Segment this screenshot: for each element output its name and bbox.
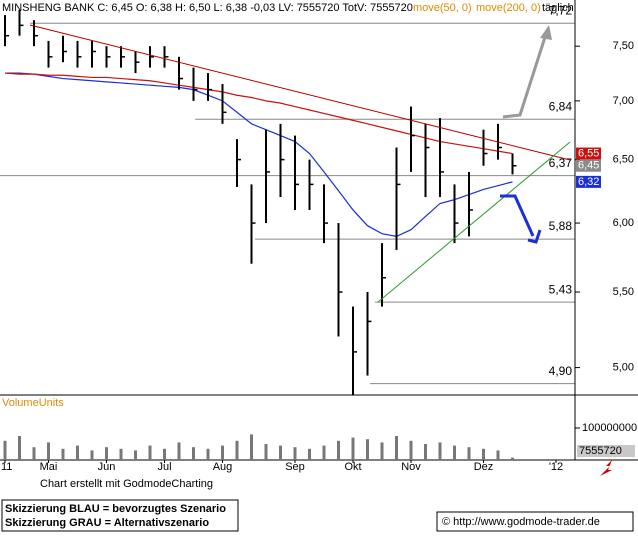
scenario-blue bbox=[500, 194, 535, 237]
credit: Chart erstellt mit GodmodeCharting bbox=[40, 478, 213, 490]
level-label: 7,72 bbox=[549, 3, 573, 17]
y-tick-label: 100000000 bbox=[582, 422, 637, 434]
volume-bar bbox=[337, 440, 340, 460]
volume-bar bbox=[221, 445, 224, 460]
x-tick-label: Jun bbox=[98, 461, 116, 473]
volume-bar bbox=[264, 444, 268, 460]
volume-bar bbox=[250, 434, 253, 460]
y-tick-label: 5,00 bbox=[613, 361, 634, 373]
volume-bar bbox=[351, 437, 355, 460]
volume-bar bbox=[366, 439, 369, 460]
volume-bar bbox=[148, 445, 152, 460]
x-tick-label: 11 bbox=[1, 461, 12, 473]
level-label: 5,88 bbox=[549, 219, 573, 233]
scenario-grey bbox=[502, 33, 548, 119]
y-tick-label: 7,00 bbox=[613, 95, 634, 107]
volume-bar bbox=[322, 445, 326, 460]
volume-bar bbox=[163, 448, 166, 460]
level-label: 5,43 bbox=[549, 282, 573, 296]
last-volume-badge bbox=[577, 445, 635, 457]
volume-bar bbox=[76, 445, 79, 460]
trend-line bbox=[29, 24, 571, 161]
price-panel: 5,005,506,006,507,007,507,726,846,375,88… bbox=[0, 3, 634, 395]
x-tick-label: Nov bbox=[401, 461, 421, 473]
trend-line bbox=[377, 141, 571, 303]
last-value-badge bbox=[576, 147, 601, 160]
y-tick-label: 6,50 bbox=[613, 154, 634, 166]
volume-bar bbox=[438, 442, 442, 460]
level-label: 6,84 bbox=[549, 99, 573, 113]
arrow-head bbox=[540, 25, 552, 40]
moving-average bbox=[4, 72, 513, 155]
volume-bar bbox=[18, 436, 21, 460]
volume-bar bbox=[395, 436, 398, 460]
volume-bar bbox=[119, 448, 123, 460]
volume-bar bbox=[206, 448, 210, 460]
volume-bar bbox=[467, 447, 471, 460]
last-volume-label: 7555720 bbox=[579, 445, 622, 457]
volume-bar bbox=[235, 440, 239, 460]
y-tick-label: 5,50 bbox=[613, 286, 634, 298]
y-tick-label: 7,50 bbox=[613, 40, 634, 52]
x-tick-label: Mai bbox=[40, 461, 58, 473]
interval: täglich bbox=[542, 2, 574, 14]
volume-bar bbox=[380, 442, 384, 460]
x-tick-label: Dez bbox=[474, 461, 494, 473]
volume-bar bbox=[511, 457, 514, 460]
legend-entry: move(200, 0) bbox=[476, 2, 541, 14]
last-value-label: 6,55 bbox=[578, 147, 599, 159]
last-value-badge bbox=[576, 159, 601, 172]
volume-bar bbox=[482, 448, 485, 460]
volume-bar bbox=[308, 448, 311, 460]
volume-title: VolumeUnits bbox=[2, 397, 64, 409]
y-tick-label: 6,00 bbox=[613, 217, 634, 229]
volume-bar bbox=[47, 442, 50, 460]
volume-bar bbox=[61, 448, 65, 460]
volume-panel: 100000000 7555720 bbox=[3, 422, 637, 460]
level-label: 4,90 bbox=[549, 364, 573, 378]
last-value-badge bbox=[576, 175, 601, 188]
x-tick-label: Sep bbox=[285, 461, 305, 473]
volume-bar bbox=[90, 450, 94, 460]
volume-bar bbox=[293, 447, 297, 460]
legend-box bbox=[1, 499, 239, 532]
legend-entry: move(50, 0) bbox=[413, 2, 472, 14]
volume-bar bbox=[279, 445, 282, 460]
volume-bar bbox=[453, 445, 456, 460]
copyright: © http://www.godmode-trader.de bbox=[442, 516, 600, 528]
chart-title: MINSHENG BANK C: 6,45 O: 6,38 H: 6,50 L:… bbox=[2, 2, 413, 14]
volume-bar bbox=[32, 447, 36, 460]
x-tick-label: Aug bbox=[213, 461, 233, 473]
icon bbox=[600, 460, 612, 476]
x-tick-label: Okt bbox=[344, 461, 361, 473]
volume-bar bbox=[192, 447, 195, 460]
volume-bar bbox=[3, 440, 7, 460]
moving-average bbox=[5, 72, 513, 238]
volume-bar bbox=[496, 450, 500, 460]
x-tick-label: Jul bbox=[157, 461, 171, 473]
arrow-head bbox=[527, 229, 542, 244]
volume-bar bbox=[134, 450, 137, 460]
legend-text: Skizzierung GRAU = Alternativszenario bbox=[5, 517, 209, 529]
volume-bar bbox=[105, 447, 108, 460]
legend-text: Skizzierung BLAU = bevorzugtes Szenario bbox=[5, 503, 226, 515]
x-tick-label: '12 bbox=[549, 461, 563, 473]
last-value-label: 6,32 bbox=[578, 176, 599, 188]
volume-bar bbox=[424, 444, 427, 460]
volume-bar bbox=[177, 442, 181, 460]
last-value-label: 6,45 bbox=[578, 160, 599, 172]
copyright-box bbox=[436, 511, 634, 532]
volume-bar bbox=[409, 440, 413, 460]
